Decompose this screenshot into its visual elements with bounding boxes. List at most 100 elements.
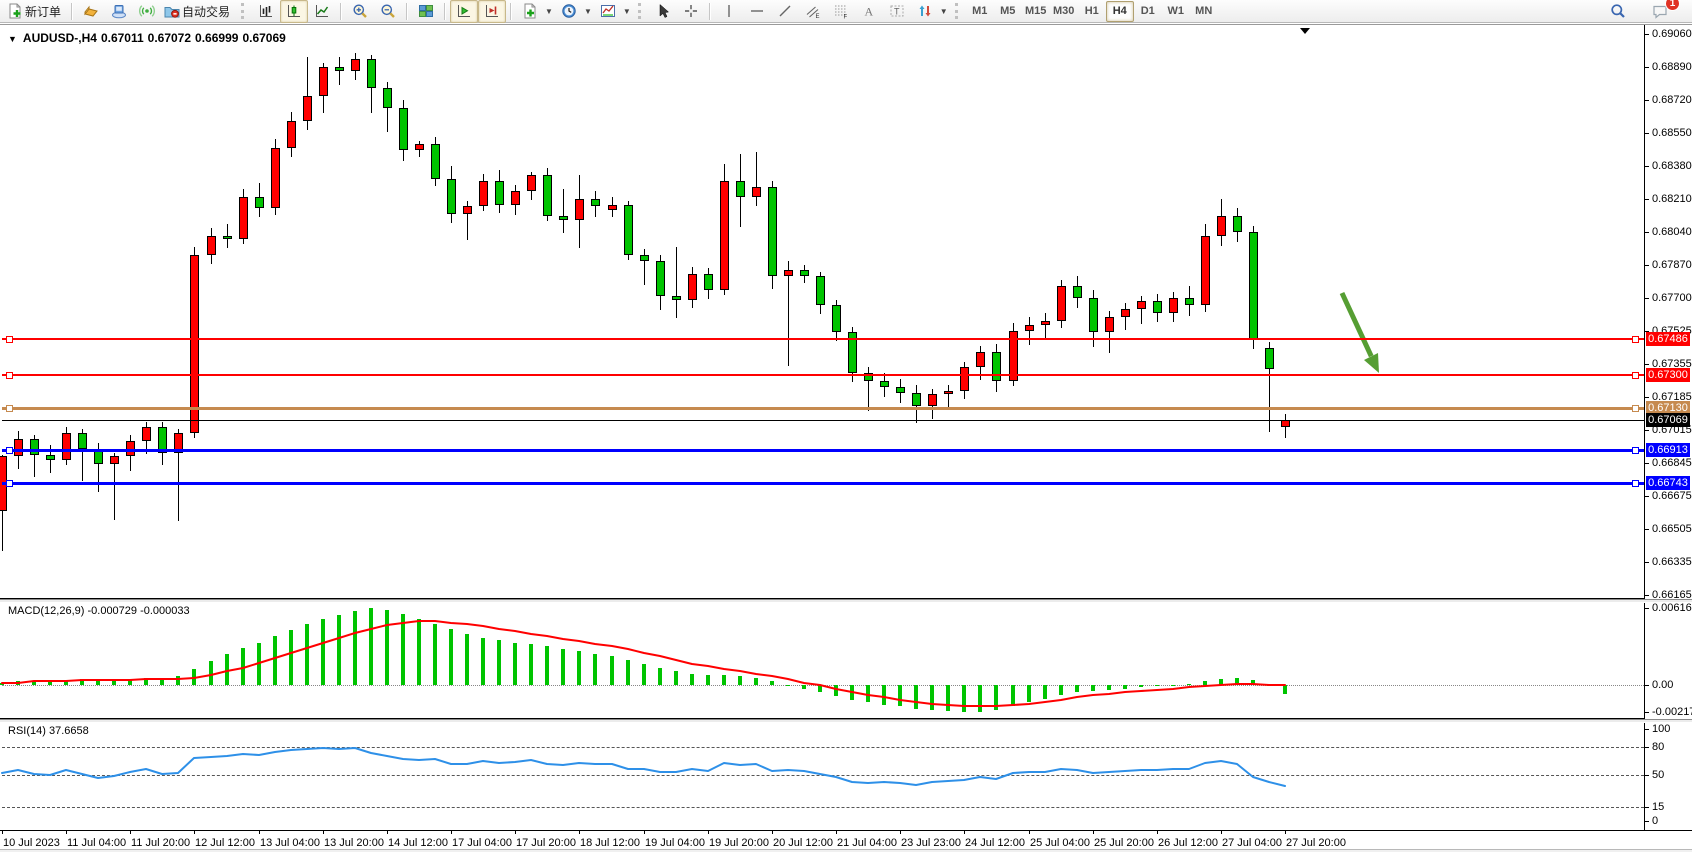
- macd-histogram-bar: [273, 636, 277, 685]
- horizontal-line-button[interactable]: [743, 0, 771, 23]
- timeframe-h1-button[interactable]: H1: [1084, 5, 1099, 17]
- candlestick-chart-button[interactable]: [280, 0, 309, 23]
- time-tick-label: 14 Jul 12:00: [388, 837, 448, 849]
- objects-button[interactable]: [911, 0, 939, 23]
- line-handle[interactable]: [1632, 480, 1639, 487]
- candle-body: [1073, 286, 1082, 298]
- line-handle[interactable]: [6, 480, 13, 487]
- candle-body: [880, 381, 889, 387]
- auto-scroll-button[interactable]: [450, 0, 479, 23]
- zoom-out-button[interactable]: [374, 0, 402, 23]
- shift-marker-icon[interactable]: [1300, 28, 1310, 34]
- text-label-button[interactable]: T: [883, 0, 911, 23]
- line-handle[interactable]: [1632, 336, 1639, 343]
- candle-body: [608, 205, 617, 210]
- equidistant-channel-button[interactable]: E: [799, 0, 827, 23]
- horizontal-line-object[interactable]: [2, 338, 1644, 340]
- price-tick-label: 0.66165: [1652, 589, 1692, 601]
- notifications-button[interactable]: 1: [1646, 0, 1680, 23]
- channel-icon: E: [805, 3, 821, 19]
- templates-dropdown-caret-icon[interactable]: ▼: [622, 6, 631, 16]
- timeframe-m30-button[interactable]: M30: [1053, 5, 1075, 17]
- macd-histogram-bar: [96, 680, 100, 685]
- macd-histogram-bar: [32, 681, 36, 685]
- chart-menu-caret-icon[interactable]: ▼: [8, 34, 17, 44]
- horizontal-line-object[interactable]: [2, 374, 1644, 376]
- pane-separator[interactable]: [0, 719, 1692, 723]
- rsi-label: RSI(14) 37.6658: [8, 725, 89, 737]
- timeframe-m15-button[interactable]: M15: [1025, 5, 1047, 17]
- bar-chart-button[interactable]: [252, 0, 280, 23]
- line-handle[interactable]: [6, 336, 13, 343]
- signals-button[interactable]: [133, 0, 161, 23]
- text-button[interactable]: A: [855, 0, 883, 23]
- arrow-object-head[interactable]: [1364, 353, 1379, 373]
- tile-windows-button[interactable]: [412, 0, 440, 23]
- line-handle[interactable]: [6, 405, 13, 412]
- templates-button[interactable]: [594, 0, 622, 23]
- timeframe-d1-button[interactable]: D1: [1140, 5, 1155, 17]
- candle-body: [896, 387, 905, 393]
- macd-histogram-bar: [64, 680, 68, 685]
- trendline-button[interactable]: [771, 0, 799, 23]
- time-tick-label: 12 Jul 12:00: [195, 837, 255, 849]
- candle-body: [319, 67, 328, 96]
- line-handle[interactable]: [1632, 447, 1639, 454]
- price-tick-mark: [1644, 100, 1649, 101]
- periods-button[interactable]: [555, 0, 583, 23]
- candle-body: [1185, 298, 1194, 305]
- toolbar-grip[interactable]: [637, 3, 644, 19]
- time-tick-label: 13 Jul 20:00: [324, 837, 384, 849]
- autotrading-button[interactable]: 自动交易: [161, 0, 236, 23]
- time-tick-label: 11 Jul 20:00: [131, 837, 191, 849]
- objects-icon: [917, 3, 933, 19]
- candle-body: [207, 236, 216, 255]
- terminal-icon: [111, 3, 127, 19]
- macd-histogram-bar: [289, 630, 293, 685]
- horizontal-line-object[interactable]: [2, 407, 1644, 410]
- zoom-in-button[interactable]: [346, 0, 374, 23]
- line-chart-button[interactable]: [308, 0, 336, 23]
- pane-separator[interactable]: [0, 599, 1692, 603]
- macd-histogram-bar: [946, 685, 950, 711]
- macd-histogram-bar: [626, 660, 630, 685]
- indicators-dropdown-caret-icon[interactable]: ▼: [545, 6, 553, 16]
- vertical-line-button[interactable]: [715, 0, 743, 23]
- timeframe-m5-button[interactable]: M5: [1000, 5, 1016, 17]
- macd-histogram-bar: [1139, 685, 1143, 687]
- price-tick-mark: [1644, 265, 1649, 266]
- data-center-button[interactable]: [105, 0, 133, 23]
- cursor-button[interactable]: [649, 0, 677, 23]
- svg-text:T: T: [894, 7, 900, 17]
- chart-title: AUDUSD-,H4: [22, 31, 97, 45]
- new-order-button[interactable]: 新订单: [4, 0, 67, 23]
- periods-dropdown-caret-icon[interactable]: ▼: [583, 6, 592, 16]
- timeframe-mn-button[interactable]: MN: [1195, 5, 1213, 17]
- crosshair-button[interactable]: [677, 0, 705, 23]
- time-tick-mark: [579, 830, 580, 834]
- time-tick-label: 23 Jul 23:00: [901, 837, 961, 849]
- toolbar-grip[interactable]: [241, 3, 247, 19]
- time-tick-mark: [1285, 830, 1286, 834]
- timeframe-m1-button[interactable]: M1: [972, 5, 988, 17]
- toolbar-separator: [708, 2, 711, 20]
- line-handle[interactable]: [6, 372, 13, 379]
- search-button[interactable]: [1604, 0, 1632, 23]
- candle-body: [335, 67, 344, 71]
- toolbar-grip[interactable]: [954, 3, 961, 19]
- timeframe-h4-button[interactable]: H4: [1105, 0, 1134, 22]
- line-handle[interactable]: [6, 447, 13, 454]
- timeframe-w1-button[interactable]: W1: [1167, 5, 1184, 17]
- chart-shift-button[interactable]: [478, 0, 507, 23]
- line-handle[interactable]: [1632, 405, 1639, 412]
- arrow-object-shaft[interactable]: [1339, 291, 1374, 358]
- candle-body: [1217, 216, 1226, 236]
- horizontal-line-object[interactable]: [2, 482, 1644, 485]
- indicators-button[interactable]: [516, 0, 544, 23]
- horizontal-line-object[interactable]: [2, 449, 1644, 452]
- objects-dropdown-caret-icon[interactable]: ▼: [939, 6, 948, 16]
- fibonacci-button[interactable]: F: [827, 0, 855, 23]
- market-watch-button[interactable]: [77, 0, 105, 23]
- line-handle[interactable]: [1632, 372, 1639, 379]
- time-tick-mark: [451, 830, 452, 834]
